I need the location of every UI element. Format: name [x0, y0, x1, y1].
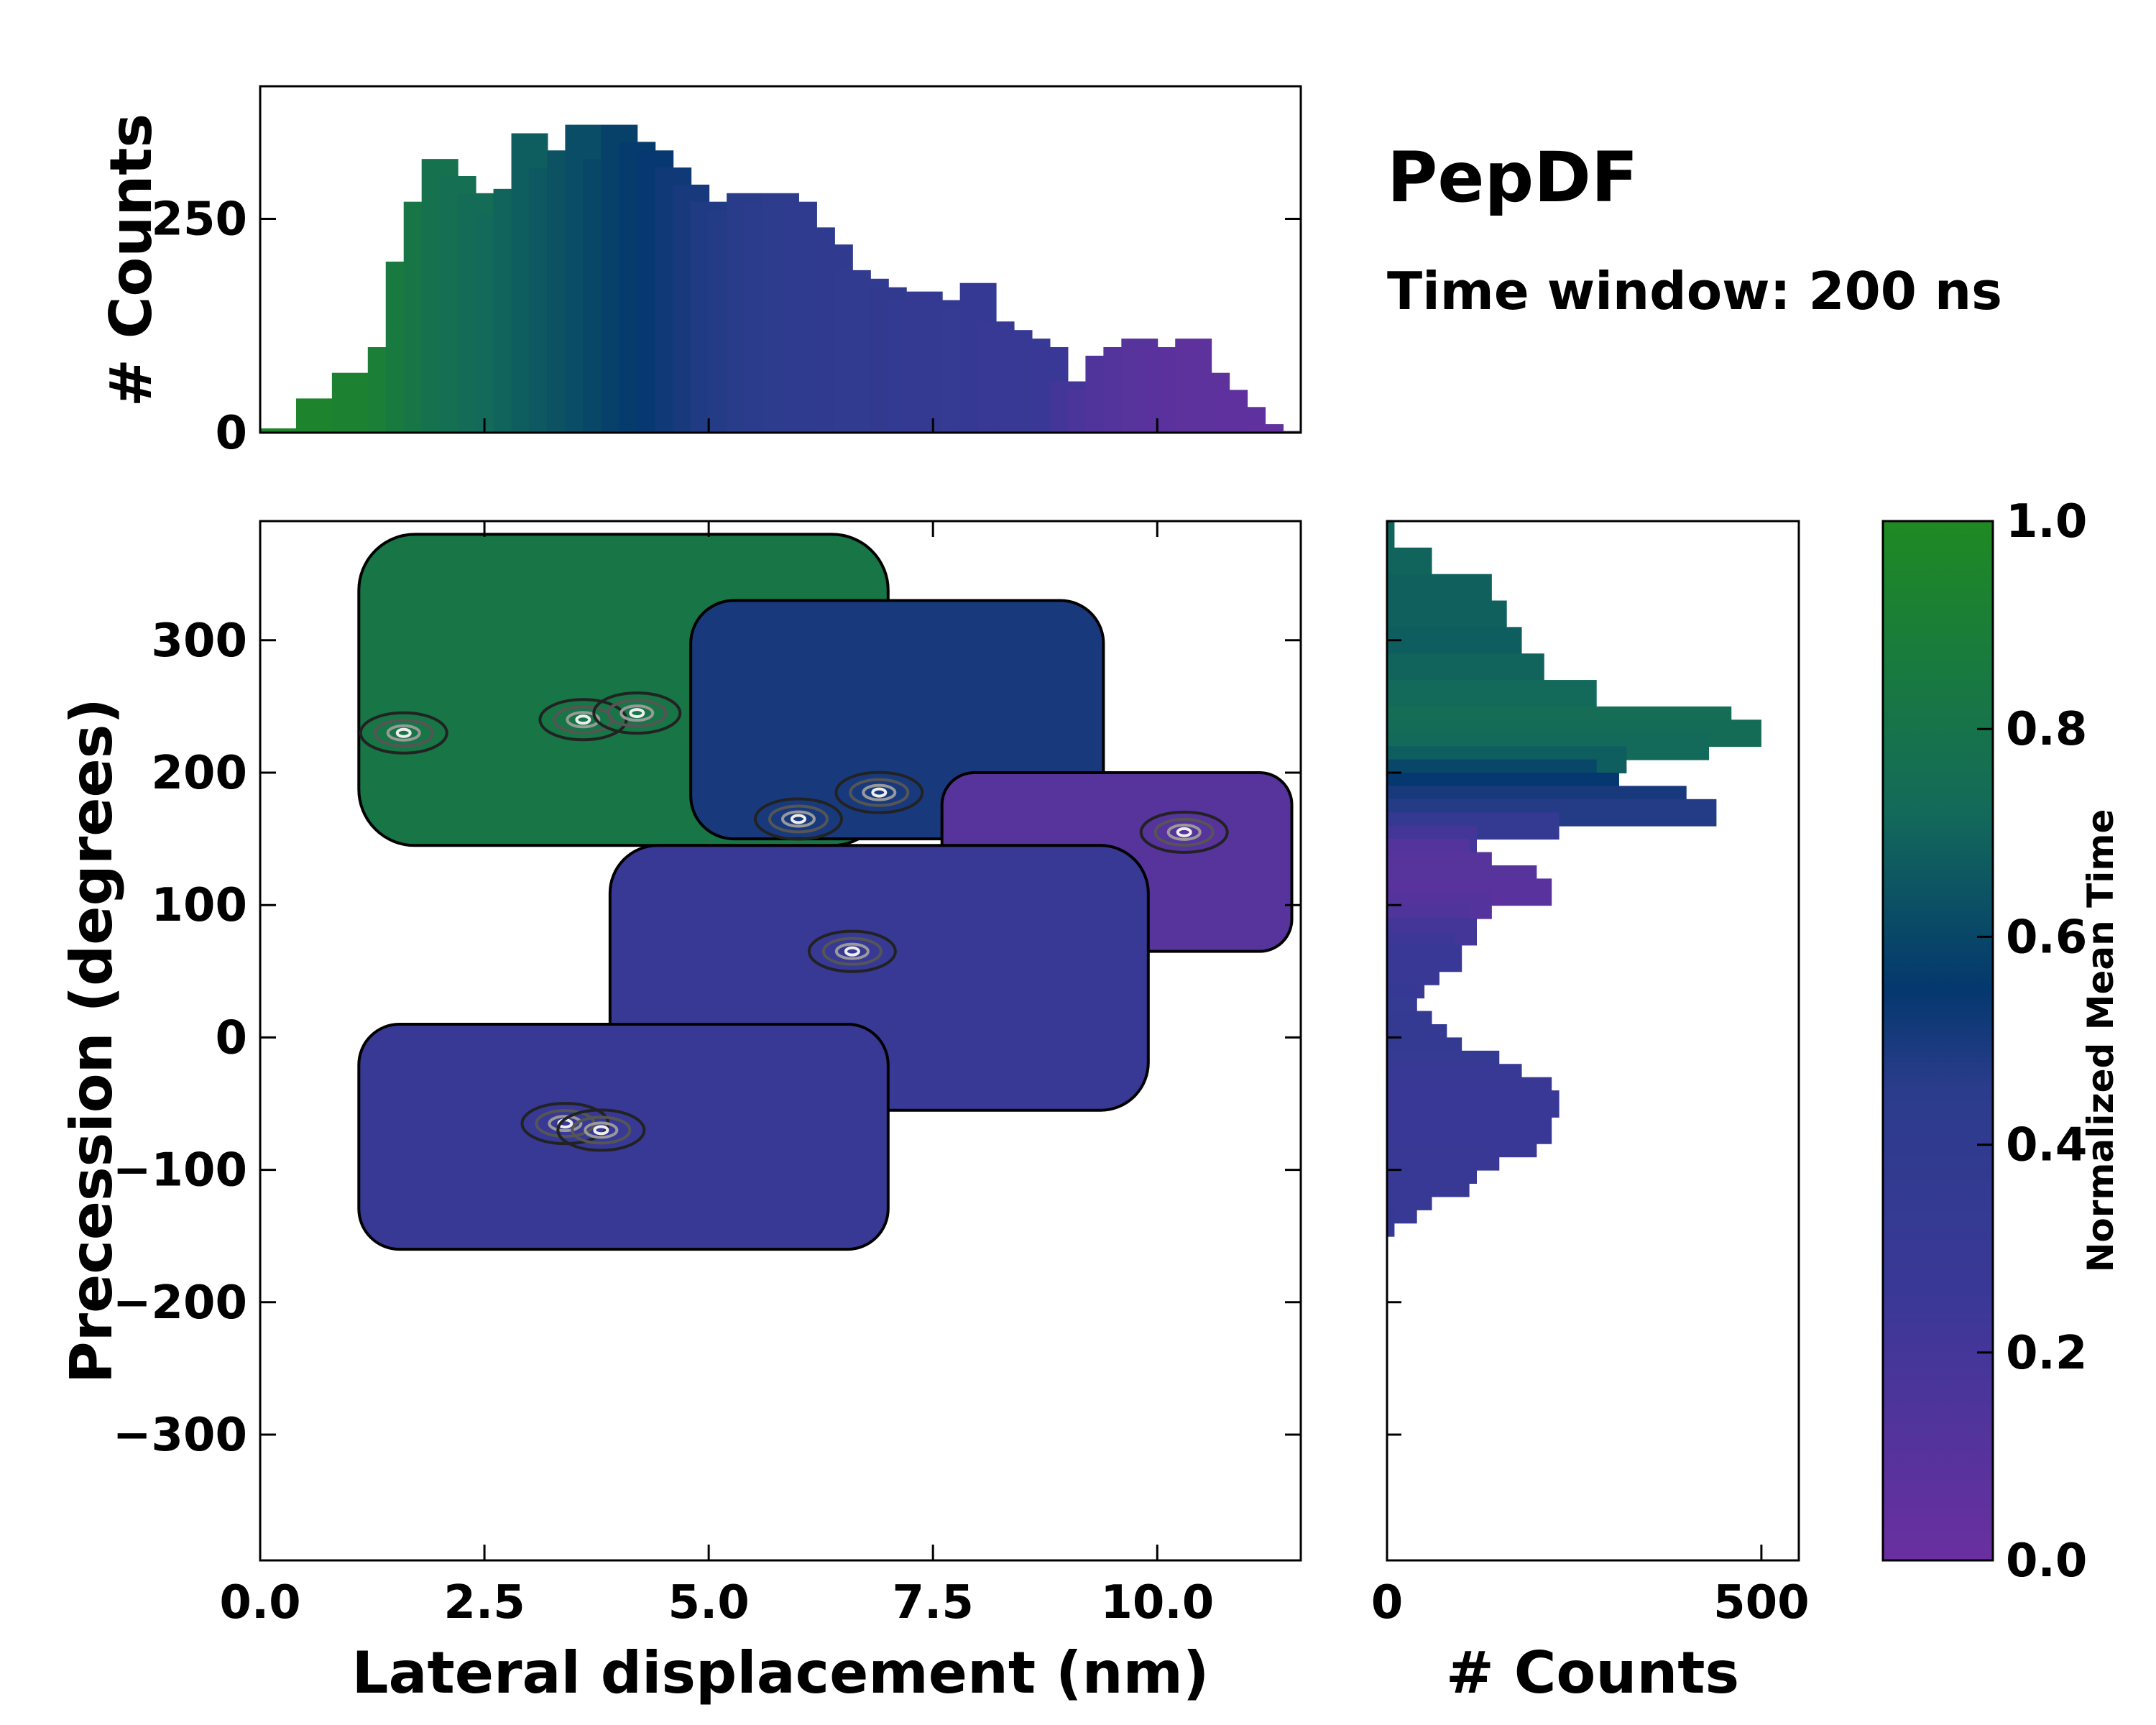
colorbar-tick-label: 1.0	[2006, 495, 2087, 548]
density-contour-7-1	[571, 1116, 632, 1145]
density-contour-2-2	[619, 704, 655, 722]
top-histogram: 0 250 # Counts	[98, 85, 1302, 460]
top-histogram-bar	[260, 428, 297, 433]
density-contour-3-3	[790, 814, 806, 824]
density-contour-7-2	[584, 1121, 619, 1139]
colorbar-tick-label: 0.6	[2006, 911, 2087, 964]
main-heatmap-frame	[259, 520, 1302, 1562]
colorbar-gradient	[1881, 520, 1994, 1562]
main-ytick-label: 200	[151, 747, 247, 800]
right-xtick-label: 0	[1371, 1576, 1404, 1629]
main-ytick-label: 0	[215, 1011, 247, 1064]
right-histogram-bar	[1387, 521, 1395, 548]
density-contour-5-1	[1153, 817, 1215, 847]
density-contour-2-3	[629, 708, 645, 719]
density-contour-4-3	[871, 787, 888, 798]
density-contour-5-0	[1139, 810, 1229, 854]
right-histogram-xlabel: # Counts	[1446, 1639, 1739, 1706]
main-xtick-label: 7.5	[893, 1576, 974, 1629]
density-contour-8-0	[807, 929, 897, 973]
density-contour-7-0	[556, 1108, 646, 1152]
right-histogram-bar	[1387, 627, 1522, 655]
colorbar: 0.0 0.2 0.4 0.6 0.8 1.0 Normalized Mean Time	[1881, 495, 2122, 1588]
top-ytick-label: 250	[151, 193, 247, 246]
density-contour-7-3	[593, 1125, 609, 1136]
main-xlabel: Lateral displacement (nm)	[352, 1639, 1210, 1706]
main-xtick-label: 0.0	[219, 1576, 300, 1629]
density-contour-8-3	[844, 946, 860, 957]
right-histogram-bar	[1387, 600, 1507, 628]
top-histogram-bar	[295, 398, 333, 433]
density-contour-3-1	[768, 804, 829, 834]
main-ytick-label: −200	[113, 1276, 247, 1330]
main-heatmap: 0.0 2.5 5.0 7.5 10.0 −300 −200 −100 0 100 200 300 L…	[58, 520, 1302, 1706]
density-contour-2-1	[607, 699, 668, 728]
density-contour-5-2	[1166, 823, 1202, 841]
right-histogram-frame	[1386, 520, 1800, 1562]
main-xtick-label: 10.0	[1100, 1576, 1214, 1629]
top-histogram-frame	[259, 85, 1302, 434]
density-contour-4-0	[834, 770, 924, 814]
top-histogram-ylabel: # Counts	[98, 114, 165, 407]
colorbar-tick-label: 0.4	[2006, 1119, 2087, 1172]
density-contour-3-0	[753, 797, 843, 841]
density-contour-4-2	[862, 783, 897, 801]
main-ytick-label: −300	[113, 1409, 247, 1462]
density-contour-5-3	[1176, 827, 1192, 837]
density-contour-4-1	[849, 778, 910, 807]
figure-title: PepDF	[1387, 137, 1638, 218]
density-contour-1-3	[575, 714, 591, 725]
density-contour-0-2	[386, 724, 421, 742]
density-contour-1-2	[566, 711, 601, 729]
right-histogram-bar	[1387, 1209, 1395, 1237]
figure-subtitle: Time window: 200 ns	[1387, 261, 2002, 321]
main-xtick-label: 5.0	[668, 1576, 749, 1629]
colorbar-tick-label: 0.0	[2006, 1535, 2087, 1588]
density-contour-6-2	[548, 1115, 583, 1133]
right-histogram-bar	[1387, 680, 1597, 707]
colorbar-tick-label: 0.2	[2006, 1327, 2087, 1380]
density-contour-0-1	[373, 718, 434, 748]
density-contour-0-0	[359, 711, 448, 755]
main-ytick-label: −100	[113, 1144, 247, 1197]
density-contour-3-2	[780, 810, 816, 828]
right-histogram-bar	[1387, 653, 1544, 681]
colorbar-tick-label: 0.8	[2006, 703, 2087, 756]
right-histogram-bar	[1387, 574, 1492, 602]
density-contour-2-0	[592, 691, 682, 735]
right-histogram-bar	[1387, 547, 1432, 575]
right-histogram: 0 500 # Counts	[1371, 520, 1810, 1706]
density-contour-0-3	[395, 727, 412, 738]
top-ytick-label: 0	[215, 407, 247, 460]
density-contour-8-1	[821, 937, 883, 966]
main-ytick-label: 300	[151, 615, 247, 668]
top-histogram-bar	[331, 372, 369, 433]
main-ylabel: Precession (degrees)	[58, 698, 125, 1384]
top-histogram-bar	[1247, 424, 1284, 433]
main-ytick-label: 100	[151, 879, 247, 932]
density-contour-8-2	[834, 942, 870, 960]
right-xtick-label: 500	[1713, 1576, 1810, 1629]
colorbar-label: Normalized Mean Time	[2080, 809, 2122, 1273]
main-xtick-label: 2.5	[443, 1576, 525, 1629]
